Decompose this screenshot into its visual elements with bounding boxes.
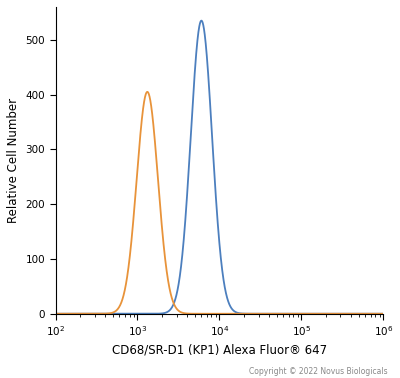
Text: Copyright © 2022 Novus Biologicals: Copyright © 2022 Novus Biologicals (249, 367, 388, 376)
Y-axis label: Relative Cell Number: Relative Cell Number (7, 98, 20, 223)
X-axis label: CD68/SR-D1 (KP1) Alexa Fluor® 647: CD68/SR-D1 (KP1) Alexa Fluor® 647 (112, 344, 327, 356)
